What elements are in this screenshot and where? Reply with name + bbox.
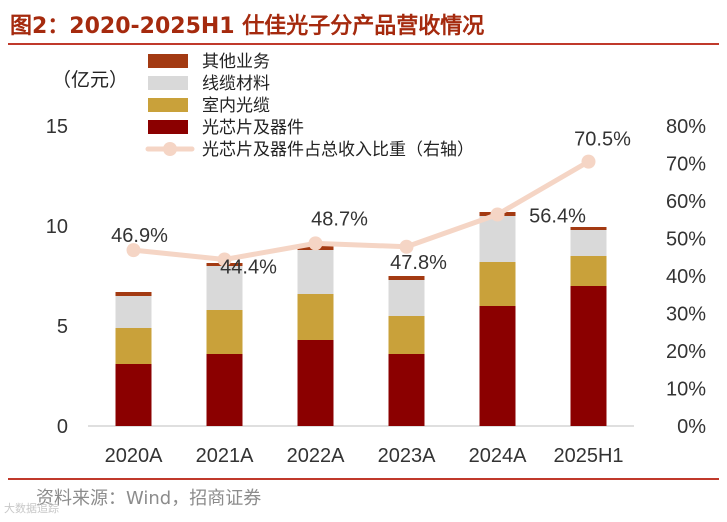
legend-swatch-other xyxy=(148,54,188,68)
bar-chip xyxy=(388,354,425,426)
ratio-point xyxy=(217,252,232,267)
chart-title: 图2：2020-2025H1 仕佳光子分产品营收情况 xyxy=(10,14,485,39)
y-left-tick-label: 10 xyxy=(46,216,68,238)
legend-label: 光芯片及器件占总收入比重（右轴） xyxy=(202,140,474,160)
legend-swatch-chip xyxy=(148,120,188,134)
bar-other xyxy=(388,276,425,280)
y-left-tick-label: 5 xyxy=(57,316,68,338)
bar-indoor xyxy=(479,262,516,306)
bar-indoor xyxy=(115,328,152,364)
ratio-point xyxy=(399,239,414,254)
legend-label: 其他业务 xyxy=(202,52,270,72)
legend-swatch-ratio-point xyxy=(163,142,177,156)
bar-indoor xyxy=(206,310,243,354)
y-right-tick-label: 50% xyxy=(666,229,706,251)
y-right-tick-label: 30% xyxy=(666,304,706,326)
bar-chip xyxy=(479,306,516,426)
bar-chip xyxy=(570,286,607,426)
y-right-tick-label: 80% xyxy=(666,116,706,138)
bar-cable xyxy=(479,216,516,262)
ratio-point xyxy=(308,236,323,251)
footer-divider xyxy=(8,478,719,480)
bar-cable xyxy=(297,250,334,294)
y-left-tick-label: 0 xyxy=(57,416,68,438)
ratio-data-label: 46.9% xyxy=(111,225,168,247)
y-right-tick-label: 60% xyxy=(666,191,706,213)
bar-chip xyxy=(297,340,334,426)
watermark: 大数据追踪 xyxy=(4,502,59,515)
legend-label: 线缆材料 xyxy=(202,74,270,94)
bar-chip xyxy=(115,364,152,426)
ratio-line xyxy=(131,159,591,262)
y-right-tick-label: 0% xyxy=(677,416,706,438)
title-divider xyxy=(8,43,719,45)
y-left-unit: （亿元） xyxy=(52,69,128,91)
y-right-tick-label: 40% xyxy=(666,266,706,288)
ratio-data-label: 44.4% xyxy=(220,257,277,279)
ratio-point xyxy=(126,243,141,258)
x-tick-label: 2025H1 xyxy=(553,445,623,467)
bar-chip xyxy=(206,354,243,426)
ratio-data-label: 70.5% xyxy=(574,129,631,151)
legend-swatch-cable xyxy=(148,76,188,90)
ratio-point xyxy=(581,154,596,169)
bar-indoor xyxy=(297,294,334,340)
ratio-data-label: 56.4% xyxy=(529,206,586,228)
ratio-data-label: 47.8% xyxy=(390,252,447,274)
legend-label: 光芯片及器件 xyxy=(202,118,304,138)
y-right-tick-label: 10% xyxy=(666,379,706,401)
x-tick-label: 2020A xyxy=(105,445,163,467)
x-tick-label: 2023A xyxy=(378,445,436,467)
bar-cable xyxy=(206,266,243,310)
bar-cable xyxy=(388,280,425,316)
bar-other xyxy=(115,292,152,296)
source-note: 资料来源：Wind，招商证券 xyxy=(36,488,262,509)
legend-swatch-indoor xyxy=(148,98,188,112)
legend-label: 室内光缆 xyxy=(202,96,270,116)
x-tick-label: 2024A xyxy=(469,445,527,467)
ratio-point xyxy=(490,207,505,222)
bar-indoor xyxy=(388,316,425,354)
ratio-data-label: 48.7% xyxy=(311,208,368,230)
bar-indoor xyxy=(570,256,607,286)
bar-other xyxy=(570,227,607,230)
y-right-tick-label: 20% xyxy=(666,341,706,363)
x-tick-label: 2022A xyxy=(287,445,345,467)
y-right-tick-label: 70% xyxy=(666,154,706,176)
y-left-tick-label: 15 xyxy=(46,116,68,138)
bar-cable xyxy=(115,296,152,328)
x-tick-label: 2021A xyxy=(196,445,254,467)
bar-cable xyxy=(570,230,607,256)
